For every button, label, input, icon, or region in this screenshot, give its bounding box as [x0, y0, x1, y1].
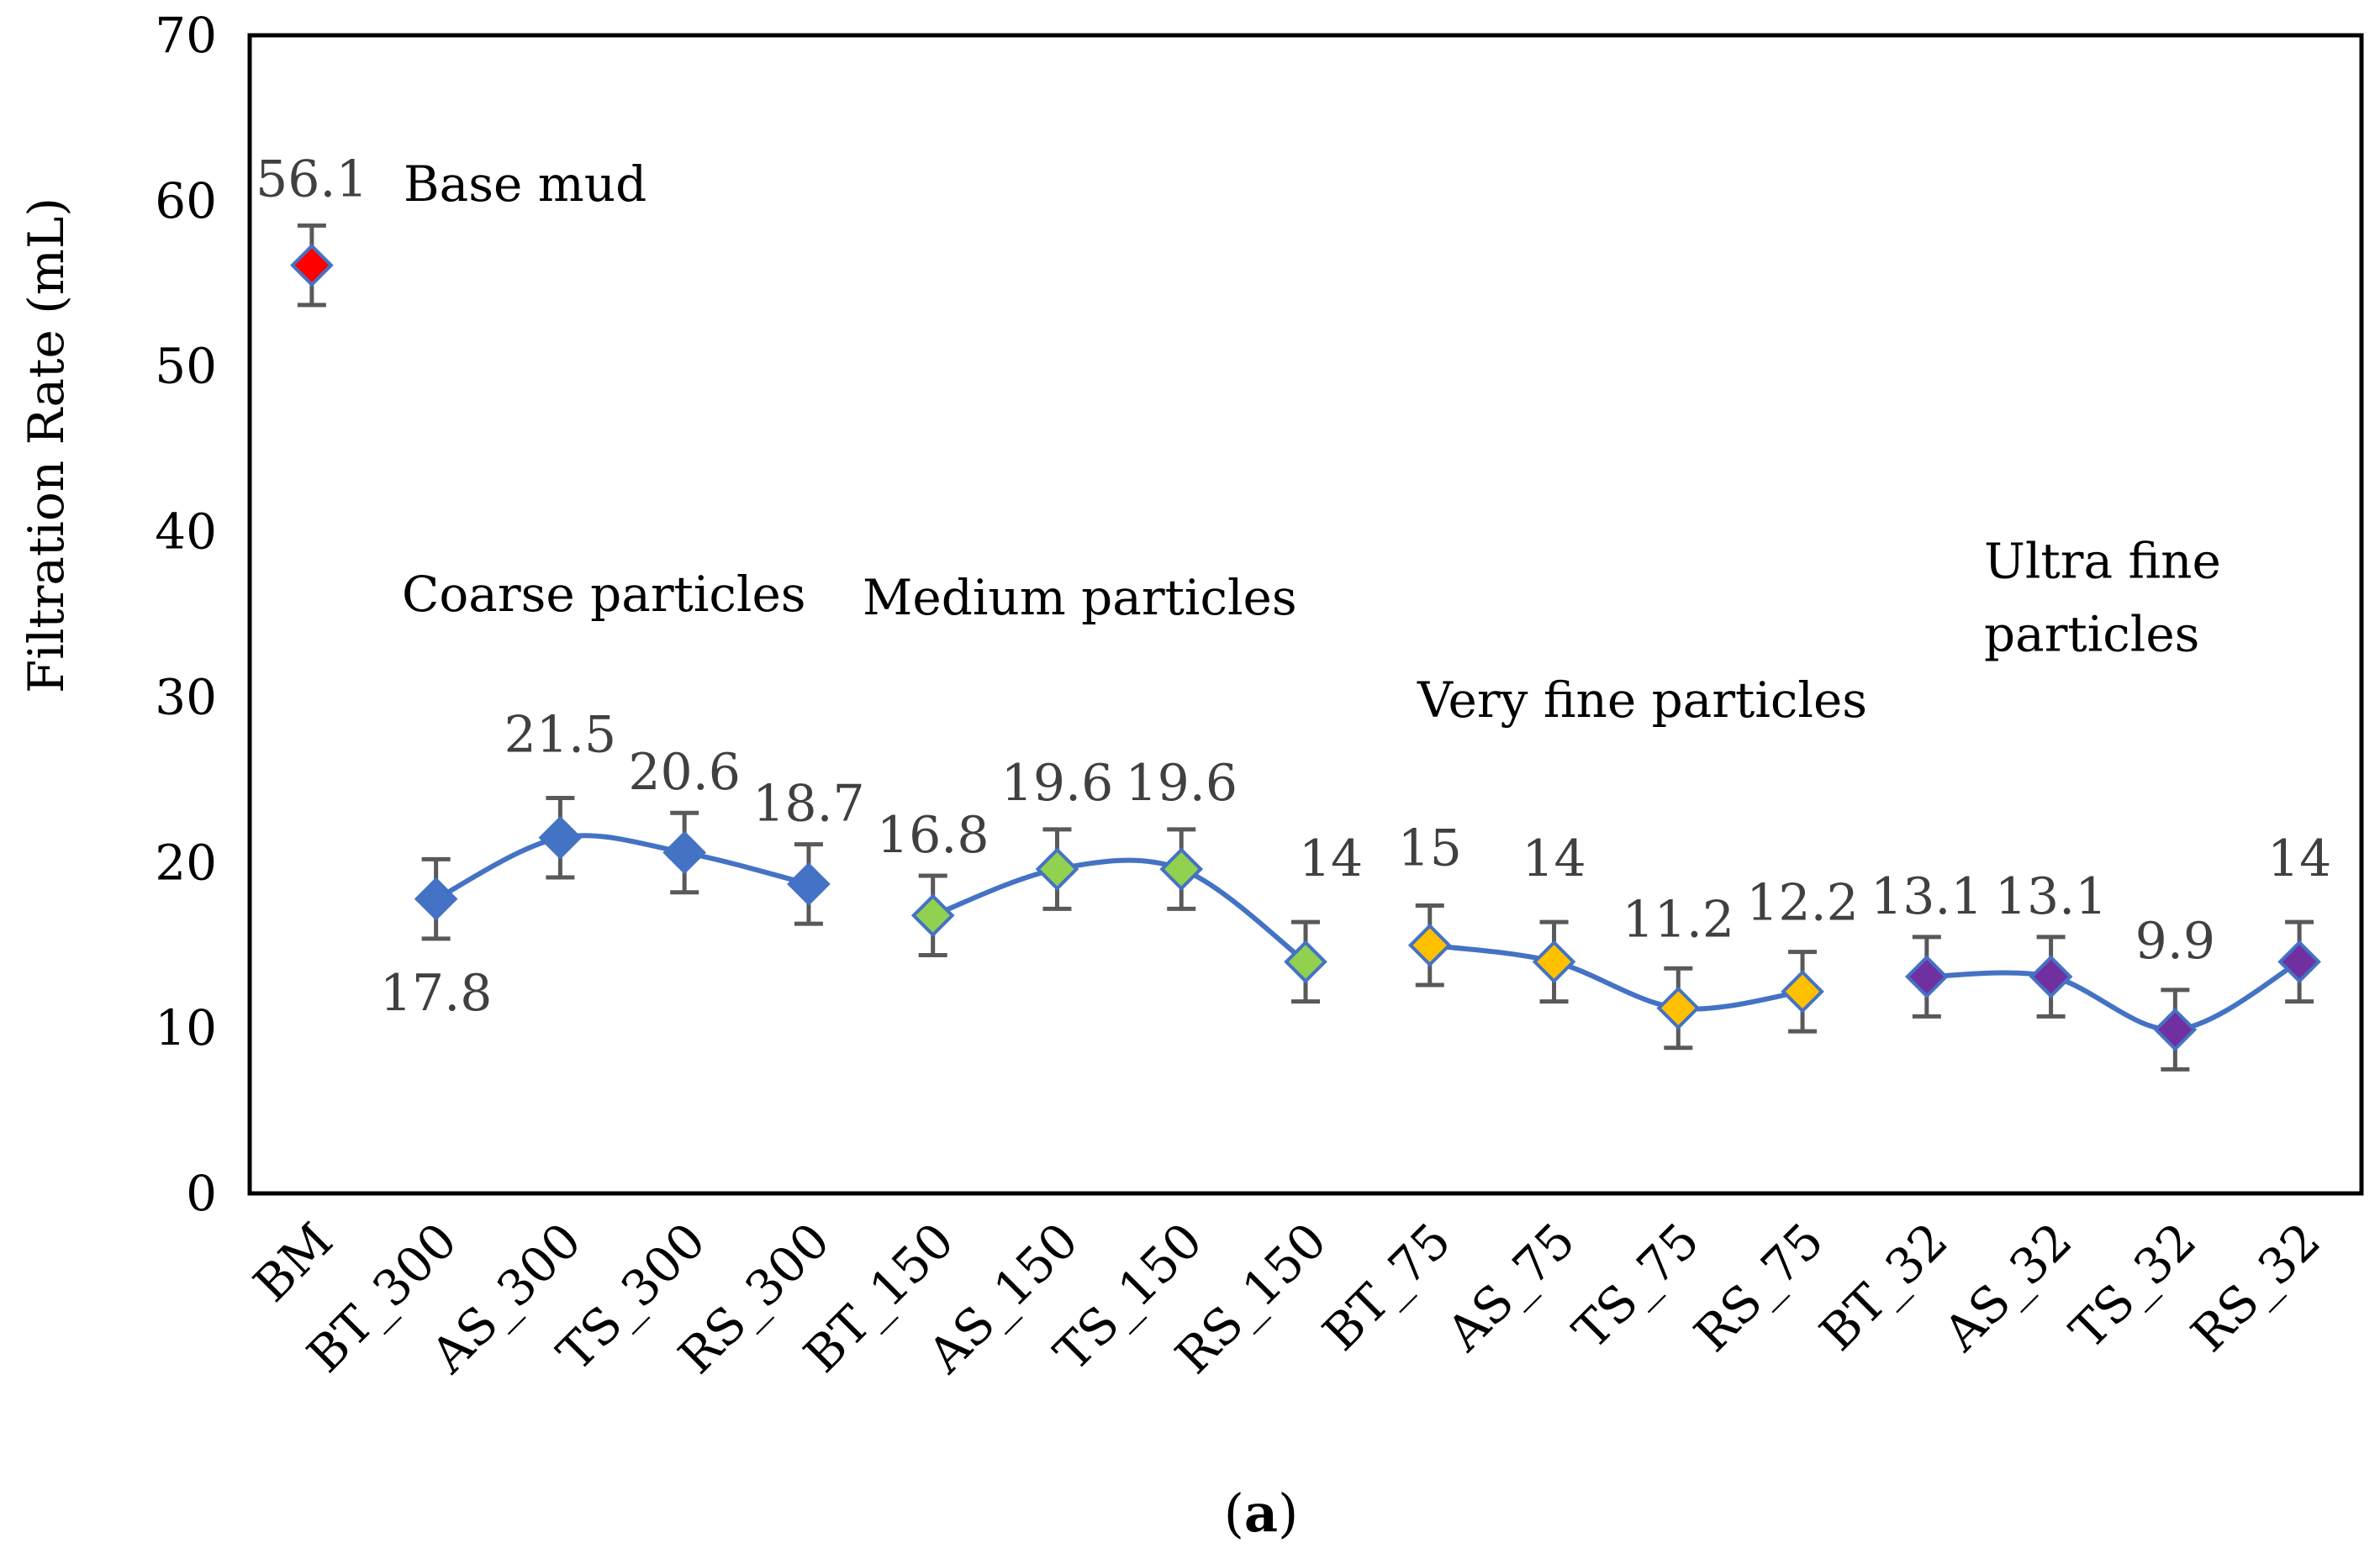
x-tick-label: BM	[243, 1212, 344, 1313]
y-axis-title: Filtration Rate (mL)	[18, 198, 75, 693]
group-annotations: Base mud Coarse particles Medium particles…	[402, 155, 2221, 729]
group-annotation: Very fine particles	[1417, 672, 1867, 729]
data-marker	[1904, 955, 1949, 998]
y-tick-label: 20	[155, 834, 217, 891]
x-tick-label: RS_32	[2180, 1212, 2331, 1363]
data-label: 11.2	[1622, 890, 1734, 949]
data-label: 17.8	[380, 964, 493, 1023]
data-marker	[2029, 955, 2073, 998]
data-label: 12.2	[1746, 874, 1859, 933]
data-marker	[1035, 847, 1079, 891]
y-tick-label: 30	[155, 668, 217, 725]
data-label: 14	[2267, 830, 2331, 888]
group-annotation: Ultra fine	[1984, 533, 2221, 590]
x-tick-label: AS_75	[1435, 1212, 1586, 1362]
caption-letter: a	[1244, 1483, 1278, 1544]
data-label: 9.9	[2135, 912, 2215, 971]
series-line	[435, 833, 810, 902]
x-tick-label: RS_75	[1683, 1212, 1834, 1363]
y-tick-label: 0	[186, 1165, 217, 1222]
y-tick-label: 50	[155, 338, 217, 395]
caption-open: (	[1224, 1483, 1244, 1544]
data-label: 19.6	[1001, 754, 1114, 813]
x-tick-label: TS_32	[2059, 1212, 2207, 1360]
series-line	[1429, 942, 1803, 1012]
figure-caption: (a)	[1224, 1483, 1299, 1544]
series-line	[931, 857, 1307, 964]
series-line	[1926, 959, 2301, 1033]
y-tick-label: 40	[155, 503, 217, 561]
data-label: 18.7	[752, 775, 865, 834]
group-annotation: Medium particles	[863, 569, 1297, 626]
y-tick-label: 10	[155, 999, 217, 1056]
data-marker	[1656, 986, 1701, 1030]
group-annotation: Coarse particles	[402, 566, 806, 623]
data-marker	[538, 815, 583, 860]
data-marker	[910, 893, 955, 938]
data-marker	[787, 862, 831, 906]
data-marker	[2153, 1008, 2198, 1051]
x-tick-label: TS_75	[1562, 1212, 1710, 1360]
data-label: 15	[1398, 819, 1462, 877]
data-marker	[2277, 940, 2321, 984]
data-marker	[414, 877, 458, 921]
y-tick-label: 70	[155, 7, 217, 64]
data-label: 19.6	[1125, 754, 1237, 813]
y-tick-label: 60	[155, 172, 217, 229]
group-annotation: Base mud	[404, 155, 646, 213]
data-marker	[1284, 940, 1327, 984]
data-label: 14	[1522, 830, 1586, 888]
data-label: 13.1	[1871, 867, 1983, 926]
data-marker	[662, 830, 707, 875]
data-label: 13.1	[1995, 867, 2108, 926]
data-marker	[1781, 970, 1824, 1014]
group-annotation: particles	[1984, 605, 2199, 662]
data-label: 56.1	[256, 150, 368, 208]
data-label: 14	[1299, 830, 1363, 888]
plot-area-frame	[247, 33, 2364, 1196]
x-tick-label: BT_75	[1311, 1212, 1461, 1361]
series-lines	[435, 833, 2301, 1033]
data-marker	[1407, 923, 1452, 967]
data-label: 21.5	[504, 706, 617, 765]
data-marker	[1159, 847, 1204, 891]
caption-close: )	[1278, 1483, 1298, 1544]
data-labels: 56.117.821.520.618.716.819.6 19.614 15 1411…	[256, 150, 2331, 1022]
data-marker	[1532, 940, 1576, 984]
x-tick-label: BT_32	[1808, 1212, 1958, 1361]
x-axis-tick-labels: BMBT_300AS_300TS_300RS_300BT_150AS_150TS…	[243, 1212, 2331, 1385]
data-label: 16.8	[877, 806, 989, 865]
data-markers	[290, 243, 2321, 1051]
data-marker	[290, 243, 334, 287]
x-tick-label: AS_32	[1932, 1212, 2082, 1362]
y-axis-ticks: 0 10 20 30 40 50 60 70	[155, 7, 217, 1222]
data-label: 20.6	[628, 743, 741, 802]
